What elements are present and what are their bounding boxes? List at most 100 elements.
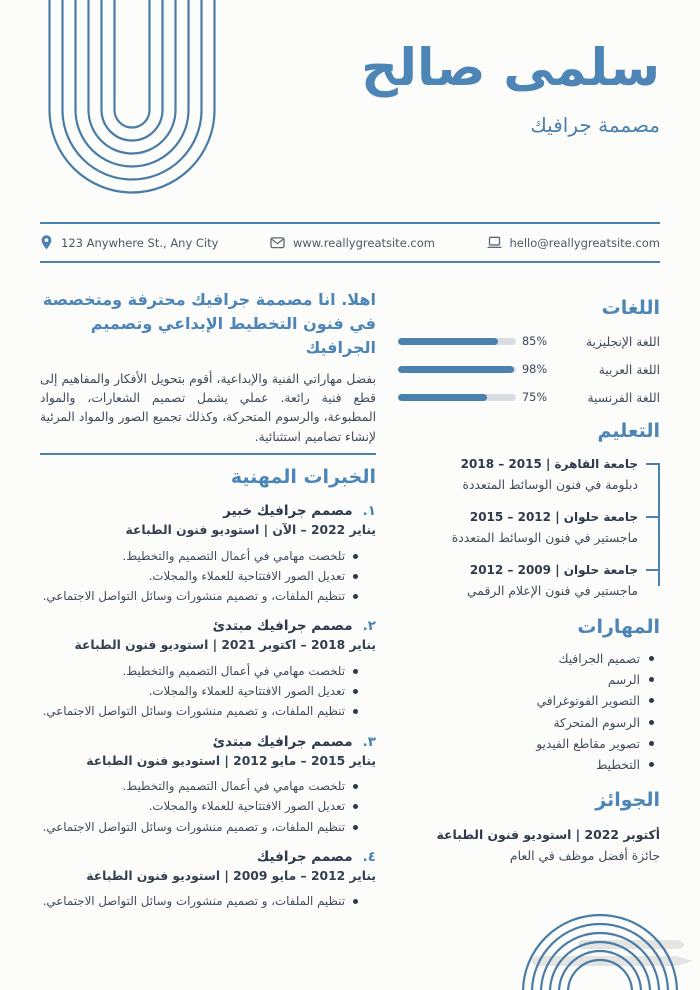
concentric-u-decoration-top: [48, 0, 216, 194]
job-bullet: تنظيم الملفات، و تصميم منشورات وسائل الت…: [40, 588, 358, 605]
education-degree: ماجستير في فنون الإعلام الرقمي: [466, 582, 638, 598]
main-column: اهلا. انا مصممة جرافيك محترفة ومتخصصة في…: [40, 288, 376, 914]
skills-section: المهارات تصميم الجرافيك الرسم التصوير ال…: [398, 615, 660, 773]
education-school-date: جامعة حلوان | 2009 – 2012: [469, 563, 638, 578]
skill-item: الرسم: [398, 673, 654, 688]
content-columns: اهلا. انا مصممة جرافيك محترفة ومتخصصة في…: [40, 288, 660, 914]
job-bullet-text: تلخصت مهامي في أعمال التصميم والتخطيط.: [122, 549, 345, 564]
job-bullet: تعديل الصور الافتتاحية للعملاء والمجلات.: [40, 683, 358, 700]
skill-text: الرسوم المتحركة: [553, 715, 640, 730]
education-entry: جامعة حلوان | 2009 – 2012 ماجستير في فنو…: [398, 562, 660, 600]
skill-item: التخطيط: [398, 758, 654, 773]
bullet-dot: [649, 762, 654, 768]
education-degree: ماجستير في فنون الوسائط المتعددة: [451, 529, 638, 545]
education-school-date: جامعة القاهرة | 2015 – 2018: [460, 457, 638, 472]
job-title: مصمم جرافيك مبتدئ: [212, 618, 353, 635]
job-entry: ٤. مصمم جرافيك يناير 2012 – مايو 2009 | …: [40, 849, 376, 911]
education-entry: جامعة حلوان | 2012 – 2015 ماجستير في فنو…: [398, 509, 660, 547]
job-bullet-list: تنظيم الملفات، و تصميم منشورات وسائل الت…: [40, 893, 376, 910]
language-percent: 75%: [522, 391, 548, 405]
job-date-company: يناير 2015 – مايو 2012 | استوديو فنون ال…: [86, 753, 376, 768]
skills-heading: المهارات: [577, 616, 660, 639]
awards-section: الجوائز أكتوبر 2022 | استوديو فنون الطبا…: [398, 788, 660, 863]
job-entry: ٢. مصمم جرافيك مبتدئ يناير 2018 – اكتوبر…: [40, 618, 376, 720]
job-number: ١.: [362, 503, 376, 520]
sidebar-column: اللغات اللغة الإنجليزية 85% اللغة العربي…: [398, 288, 660, 914]
language-progress-bar: [398, 366, 516, 374]
about-heading: اهلا. انا مصممة جرافيك محترفة ومتخصصة في…: [42, 290, 376, 357]
job-bullet-text: تنظيم الملفات، و تصميم منشورات وسائل الت…: [42, 819, 345, 834]
language-progress-fill: [398, 338, 499, 346]
about-section: اهلا. انا مصممة جرافيك محترفة ومتخصصة في…: [40, 288, 376, 447]
contact-address: 123 Anywhere St., Any City: [40, 235, 218, 250]
language-progress-fill: [398, 394, 487, 402]
skill-item: الرسوم المتحركة: [398, 716, 654, 731]
language-progress-bar: [398, 394, 516, 402]
language-row: اللغة العربية 98%: [398, 363, 660, 377]
job-bullet-text: تلخصت مهامي في أعمال التصميم والتخطيط.: [122, 779, 345, 794]
job-number: ٤.: [362, 848, 376, 865]
bullet-dot: [353, 669, 358, 675]
job-bullet: تلخصت مهامي في أعمال التصميم والتخطيط.: [40, 548, 358, 565]
section-divider-line: [40, 452, 376, 455]
job-bullet-text: تلخصت مهامي في أعمال التصميم والتخطيط.: [122, 664, 345, 679]
job-date-company: يناير 2012 – مايو 2009 | استوديو فنون ال…: [86, 868, 376, 883]
bullet-dot: [649, 719, 654, 725]
job-bullet: تعديل الصور الافتتاحية للعملاء والمجلات.: [40, 568, 358, 585]
job-bullet: تلخصت مهامي في أعمال التصميم والتخطيط.: [40, 663, 358, 680]
skill-text: الرسم: [607, 673, 640, 688]
bullet-dot: [649, 655, 654, 661]
job-title-row: ٣. مصمم جرافيك مبتدئ: [40, 734, 376, 750]
job-title-row: ٢. مصمم جرافيك مبتدئ: [40, 618, 376, 634]
job-bullet-text: تعديل الصور الافتتاحية للعملاء والمجلات.: [148, 569, 345, 584]
job-title: مصمم جرافيك مبتدئ: [212, 733, 353, 750]
education-degree: دبلومة في فنون الوسائط المتعددة: [462, 476, 638, 492]
contact-website: www.reallygreatsite.com: [270, 236, 435, 250]
job-date-company: يناير 2022 – الآن | استوديو فنون الطباعة: [125, 523, 377, 538]
experience-section: الخبرات المهنية ١. مصمم جرافيك خبير يناي…: [40, 465, 376, 911]
language-label: اللغة الإنجليزية: [585, 334, 660, 349]
bullet-dot: [353, 784, 358, 790]
job-bullet: تلخصت مهامي في أعمال التصميم والتخطيط.: [40, 778, 358, 795]
job-title: مصمم جرافيك: [256, 848, 353, 865]
award-title: جائزة أفضل موظف في العام: [509, 848, 660, 864]
job-date-company: يناير 2018 – اكتوبر 2021 | استوديو فنون …: [74, 638, 376, 653]
bullet-dot: [649, 698, 654, 704]
language-progress-bar: [398, 338, 516, 346]
bullet-dot: [649, 740, 654, 746]
language-label: اللغة الفرنسية: [587, 390, 660, 405]
skill-text: تصوير مقاطع الفيديو: [536, 736, 640, 751]
job-bullet-text: تنظيم الملفات، و تصميم منشورات وسائل الت…: [42, 704, 345, 719]
envelope-icon: [270, 237, 285, 249]
job-title: مصمم جرافيك خبير: [223, 503, 353, 520]
skill-item: تصميم الجرافيك: [398, 652, 654, 667]
language-progress-fill: [398, 366, 514, 374]
concentric-u-decoration-bottom: [521, 913, 679, 990]
languages-heading: اللغات: [601, 297, 660, 319]
skill-item: التصوير الفوتوغرافي: [398, 694, 654, 709]
skill-text: التخطيط: [596, 758, 640, 773]
bullet-dot: [649, 677, 654, 683]
contact-email-text: hello@reallygreatsite.com: [509, 235, 660, 250]
award-date-company: أكتوبر 2022 | استوديو فنون الطباعة: [436, 827, 660, 843]
contact-email: hello@reallygreatsite.com: [487, 236, 660, 250]
laptop-icon: [487, 236, 501, 248]
language-rows: اللغة الإنجليزية 85% اللغة العربية 98% ا…: [398, 335, 660, 405]
job-number: ٢.: [362, 618, 376, 635]
job-bullet-list: تلخصت مهامي في أعمال التصميم والتخطيط. ت…: [40, 663, 376, 720]
bullet-dot: [353, 824, 358, 830]
language-row: اللغة الفرنسية 75%: [398, 391, 660, 405]
language-percent: 85%: [522, 335, 548, 349]
job-bullet-text: تنظيم الملفات، و تصميم منشورات وسائل الت…: [42, 589, 345, 604]
awards-heading: الجوائز: [595, 789, 660, 812]
education-section: التعليم جامعة القاهرة | 2015 – 2018 دبلو…: [398, 419, 660, 601]
job-entry: ٣. مصمم جرافيك مبتدئ يناير 2015 – مايو 2…: [40, 734, 376, 836]
bullet-dot: [353, 594, 358, 600]
job-title-row: ١. مصمم جرافيك خبير: [40, 503, 376, 519]
person-name: سلمى صالح: [361, 39, 661, 98]
language-percent: 98%: [522, 363, 548, 377]
job-title-row: ٤. مصمم جرافيك: [40, 849, 376, 865]
location-pin-icon: [41, 235, 52, 250]
job-bullet-list: تلخصت مهامي في أعمال التصميم والتخطيط. ت…: [40, 548, 376, 605]
